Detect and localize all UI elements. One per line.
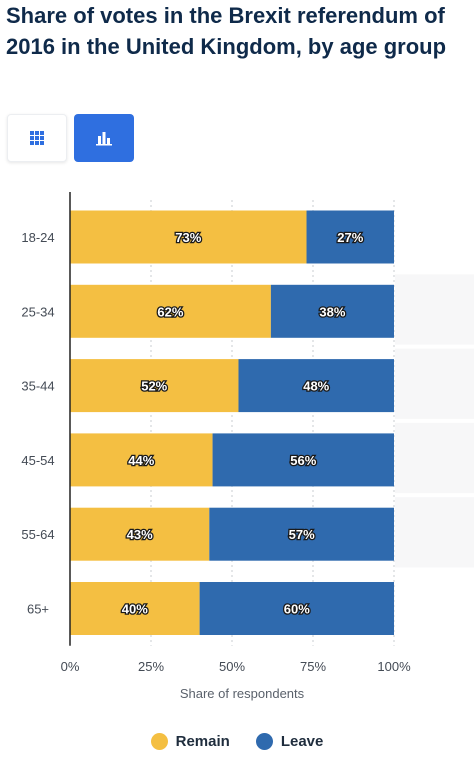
bar-remain-18-24: [70, 210, 307, 264]
legend-swatch-leave: [255, 733, 273, 750]
row-shade: [395, 348, 474, 419]
row-shade: [395, 497, 474, 568]
bar-remain-35-44: [70, 359, 239, 413]
data-label-remain-35-44: 52%: [141, 379, 167, 394]
stacked-bar-chart: 73% 27% 18-24 62% 38% 25-34 52% 48% 35-44 44% 56% 4…: [21, 192, 474, 701]
x-tick-label: 0%: [61, 659, 80, 674]
data-label-remain-18-24: 73%: [175, 230, 201, 245]
data-label-leave-25-34: 38%: [319, 304, 345, 319]
legend-swatch-remain: [150, 733, 168, 750]
legend-item-leave[interactable]: Leave: [255, 733, 324, 750]
bar-remain-25-34: [70, 284, 271, 338]
x-tick-label: 50%: [219, 659, 245, 674]
bar-remain-65+: [70, 582, 200, 635]
bar-chart-icon: [96, 132, 112, 146]
bar-remain-55-64: [70, 507, 210, 561]
data-label-leave-65+: 60%: [284, 602, 310, 617]
legend-item-remain[interactable]: Remain: [150, 733, 230, 750]
category-label-55-64: 55-64: [21, 527, 54, 542]
x-tick-label: 25%: [138, 659, 164, 674]
legend-label-remain: Remain: [175, 733, 230, 750]
data-label-leave-45-54: 56%: [290, 453, 316, 468]
data-label-remain-65+: 40%: [122, 602, 148, 617]
data-label-leave-18-24: 27%: [337, 230, 363, 245]
data-label-leave-55-64: 57%: [289, 527, 315, 542]
category-label-45-54: 45-54: [21, 453, 54, 468]
bar-leave-25-34: [270, 284, 394, 338]
category-label-65+: 65+: [27, 602, 49, 617]
data-label-remain-45-54: 44%: [128, 453, 154, 468]
chart-legend: Remain Leave: [0, 733, 474, 750]
category-label-25-34: 25-34: [21, 304, 54, 319]
x-axis-title: Share of respondents: [180, 686, 305, 701]
bar-leave-35-44: [238, 359, 394, 413]
chart-view-button[interactable]: [74, 114, 134, 162]
table-view-button[interactable]: [7, 114, 67, 162]
x-tick-label: 100%: [377, 659, 411, 674]
x-tick-label: 75%: [300, 659, 326, 674]
bar-leave-55-64: [209, 507, 394, 561]
table-grid-icon: [30, 131, 44, 145]
bar-leave-45-54: [212, 433, 394, 487]
bar-leave-65+: [199, 582, 394, 635]
data-label-remain-25-34: 62%: [157, 304, 183, 319]
category-label-18-24: 18-24: [21, 230, 54, 245]
bar-remain-45-54: [70, 433, 213, 487]
legend-label-leave: Leave: [280, 733, 324, 750]
data-label-remain-55-64: 43%: [127, 527, 153, 542]
bar-leave-18-24: [306, 210, 394, 264]
category-label-35-44: 35-44: [21, 379, 54, 394]
row-shade: [395, 422, 474, 494]
chart-title: Share of votes in the Brexit referendum …: [6, 3, 447, 59]
data-label-leave-35-44: 48%: [303, 379, 329, 394]
row-shade: [395, 274, 474, 345]
